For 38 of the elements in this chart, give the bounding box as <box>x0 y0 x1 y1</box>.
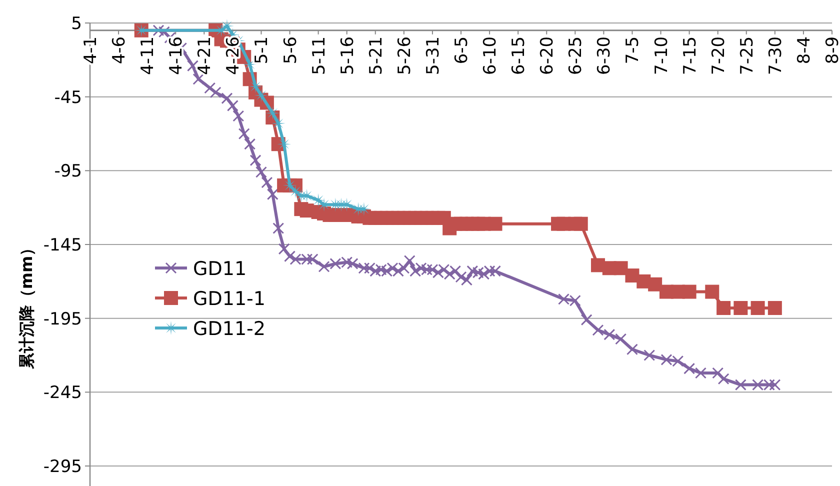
y-tick-label: -195 <box>43 309 82 330</box>
x-tick-label: 6-30 <box>594 36 615 75</box>
y-tick-label: -45 <box>54 88 82 108</box>
x-tick-label: 5-16 <box>338 36 358 75</box>
x-tick-label: 6-5 <box>452 36 472 64</box>
x-tick-label: 4-11 <box>138 36 158 75</box>
x-tick-label: 7-25 <box>737 36 758 75</box>
x-tick-label: 5-26 <box>394 36 415 75</box>
x-tick-label: 4-26 <box>224 36 244 75</box>
x-tick-label: 8-9 <box>823 36 840 64</box>
x-tick-label: 4-16 <box>166 36 187 75</box>
x-tick-label: 6-10 <box>480 36 501 75</box>
y-tick-label: 5 <box>71 14 82 34</box>
x-tick-label: 5-6 <box>280 36 301 64</box>
y-tick-label: -95 <box>54 162 82 182</box>
x-tick-label: 8-4 <box>794 36 814 64</box>
x-tick-label: 7-20 <box>708 36 729 75</box>
x-tick-label: 5-31 <box>423 36 444 75</box>
x-tick-label: 4-6 <box>110 36 130 64</box>
y-tick-label: -145 <box>43 236 82 256</box>
x-tick-label: 4-1 <box>81 36 101 64</box>
x-tick-label: 7-15 <box>680 36 700 75</box>
x-tick-label: 5-11 <box>309 36 330 75</box>
x-tick-label: 6-20 <box>538 36 558 75</box>
legend-label: GD11-1 <box>193 288 266 310</box>
y-tick-label: -295 <box>43 457 82 477</box>
legend-label: GD11 <box>193 258 247 280</box>
x-tick-label: 5-21 <box>366 36 386 75</box>
x-tick-label: 6-15 <box>509 36 530 75</box>
x-tick-label: 7-30 <box>766 36 786 75</box>
x-tick-label: 5-1 <box>252 36 272 64</box>
y-axis-title: 累计沉降（mm） <box>17 240 36 370</box>
x-tick-label: 7-5 <box>623 36 644 64</box>
x-tick-label: 7-10 <box>652 36 672 75</box>
x-tick-label: 4-21 <box>195 36 216 75</box>
x-tick-label: 6-25 <box>566 36 586 75</box>
y-tick-label: -245 <box>43 383 82 404</box>
legend-label: GD11-2 <box>193 318 266 340</box>
